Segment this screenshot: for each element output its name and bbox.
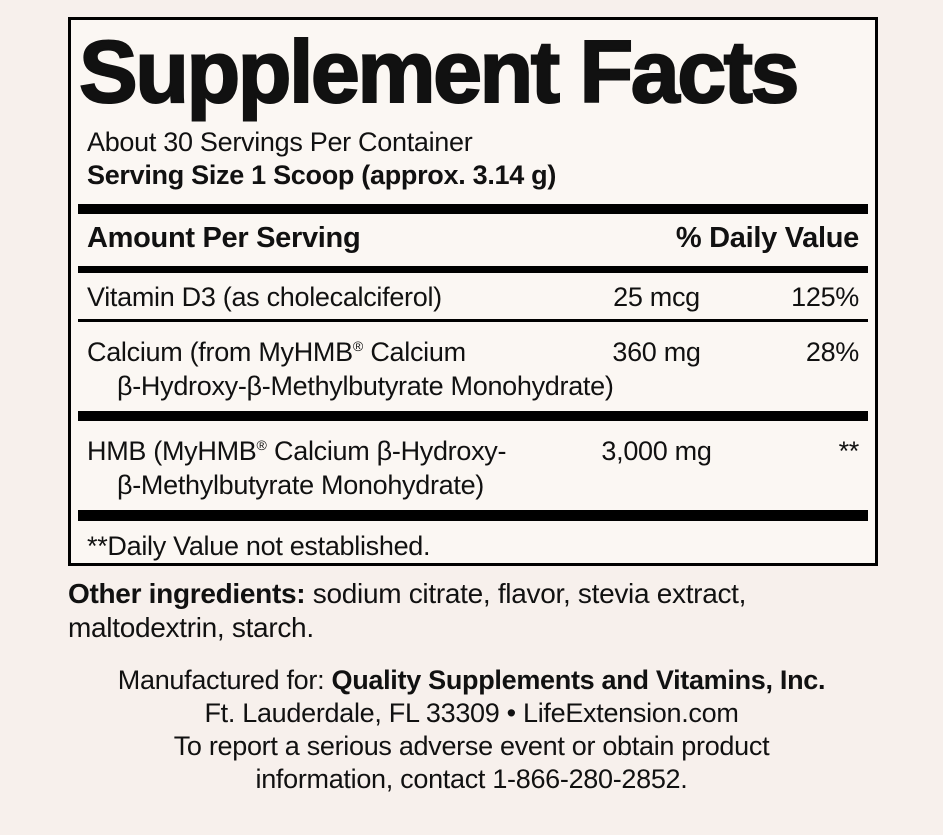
nutrient-daily-value: **	[838, 436, 860, 467]
column-header-row: Amount Per Serving % Daily Value	[78, 214, 868, 262]
nutrient-name: Calcium (from MyHMB® Calcium	[87, 336, 466, 367]
thin-divider	[78, 319, 868, 322]
nutrient-name: HMB (MyHMB® Calcium β-Hydroxy-	[87, 436, 507, 467]
nutrient-name-continued: β-Hydroxy-β-Methylbutyrate Monohydrate)	[117, 370, 614, 401]
amount-per-serving-header: Amount Per Serving	[87, 221, 361, 254]
nutrient-amount: 25 mcg	[613, 282, 700, 313]
manufacturer-line-3: To report a serious adverse event or obt…	[173, 731, 770, 761]
daily-value-header: % Daily Value	[675, 221, 859, 254]
medium-divider	[78, 265, 868, 274]
serving-size: Serving Size 1 Scoop (approx. 3.14 g)	[87, 160, 557, 190]
other-ingredients-text: sodium citrate, flavor, stevia extract, …	[68, 578, 747, 643]
manufacturer-name: Quality Supplements and Vitamins, Inc.	[331, 665, 826, 695]
nutrient-row-hmb: HMB (MyHMB® Calcium β-Hydroxy- 3,000 mg …	[78, 421, 868, 510]
manufacturer-line-2: Ft. Lauderdale, FL 33309 • LifeExtension…	[204, 698, 739, 728]
nutrient-line: HMB (MyHMB® Calcium β-Hydroxy- 3,000 mg …	[87, 429, 859, 467]
nutrient-daily-value: 125%	[791, 282, 859, 313]
nutrient-row-calcium: Calcium (from MyHMB® Calcium 360 mg 28% …	[78, 322, 868, 411]
thick-divider-bottom	[78, 510, 868, 521]
nutrient-amount: 3,000 mg	[601, 436, 712, 467]
nutrient-daily-value: 28%	[805, 336, 859, 367]
nutrient-name: Vitamin D3 (as cholecalciferol)	[87, 282, 442, 313]
daily-value-footnote: **Daily Value not established.	[87, 531, 431, 561]
nutrient-amount: 360 mg	[612, 336, 701, 367]
nutrient-row-vitamin-d3: Vitamin D3 (as cholecalciferol) 25 mcg 1…	[78, 273, 868, 319]
supplement-facts-panel: Supplement Facts About 30 Servings Per C…	[68, 17, 878, 566]
nutrient-line: Vitamin D3 (as cholecalciferol) 25 mcg 1…	[87, 281, 859, 313]
other-ingredients-label: Other ingredients:	[68, 578, 306, 609]
manufacturer-info: Manufactured for: Quality Supplements an…	[0, 664, 943, 796]
registered-trademark-symbol: ®	[256, 437, 267, 454]
manufacturer-line-4: information, contact 1-866-280-2852.	[255, 764, 688, 794]
registered-trademark-symbol: ®	[352, 337, 364, 354]
nutrient-line: Calcium (from MyHMB® Calcium 360 mg 28%	[87, 330, 859, 368]
nutrient-name-continued: β-Methylbutyrate Monohydrate)	[117, 470, 484, 501]
manufacturer-line-1: Manufactured for: Quality Supplements an…	[0, 664, 943, 697]
servings-per-container: About 30 Servings Per Container	[87, 127, 473, 157]
thick-divider-top	[78, 204, 868, 214]
manufactured-for-label: Manufactured for:	[117, 665, 332, 695]
thick-divider-middle	[78, 410, 868, 422]
supplement-facts-title: Supplement Facts	[78, 22, 800, 121]
other-ingredients: Other ingredients: sodium citrate, flavo…	[68, 577, 888, 645]
